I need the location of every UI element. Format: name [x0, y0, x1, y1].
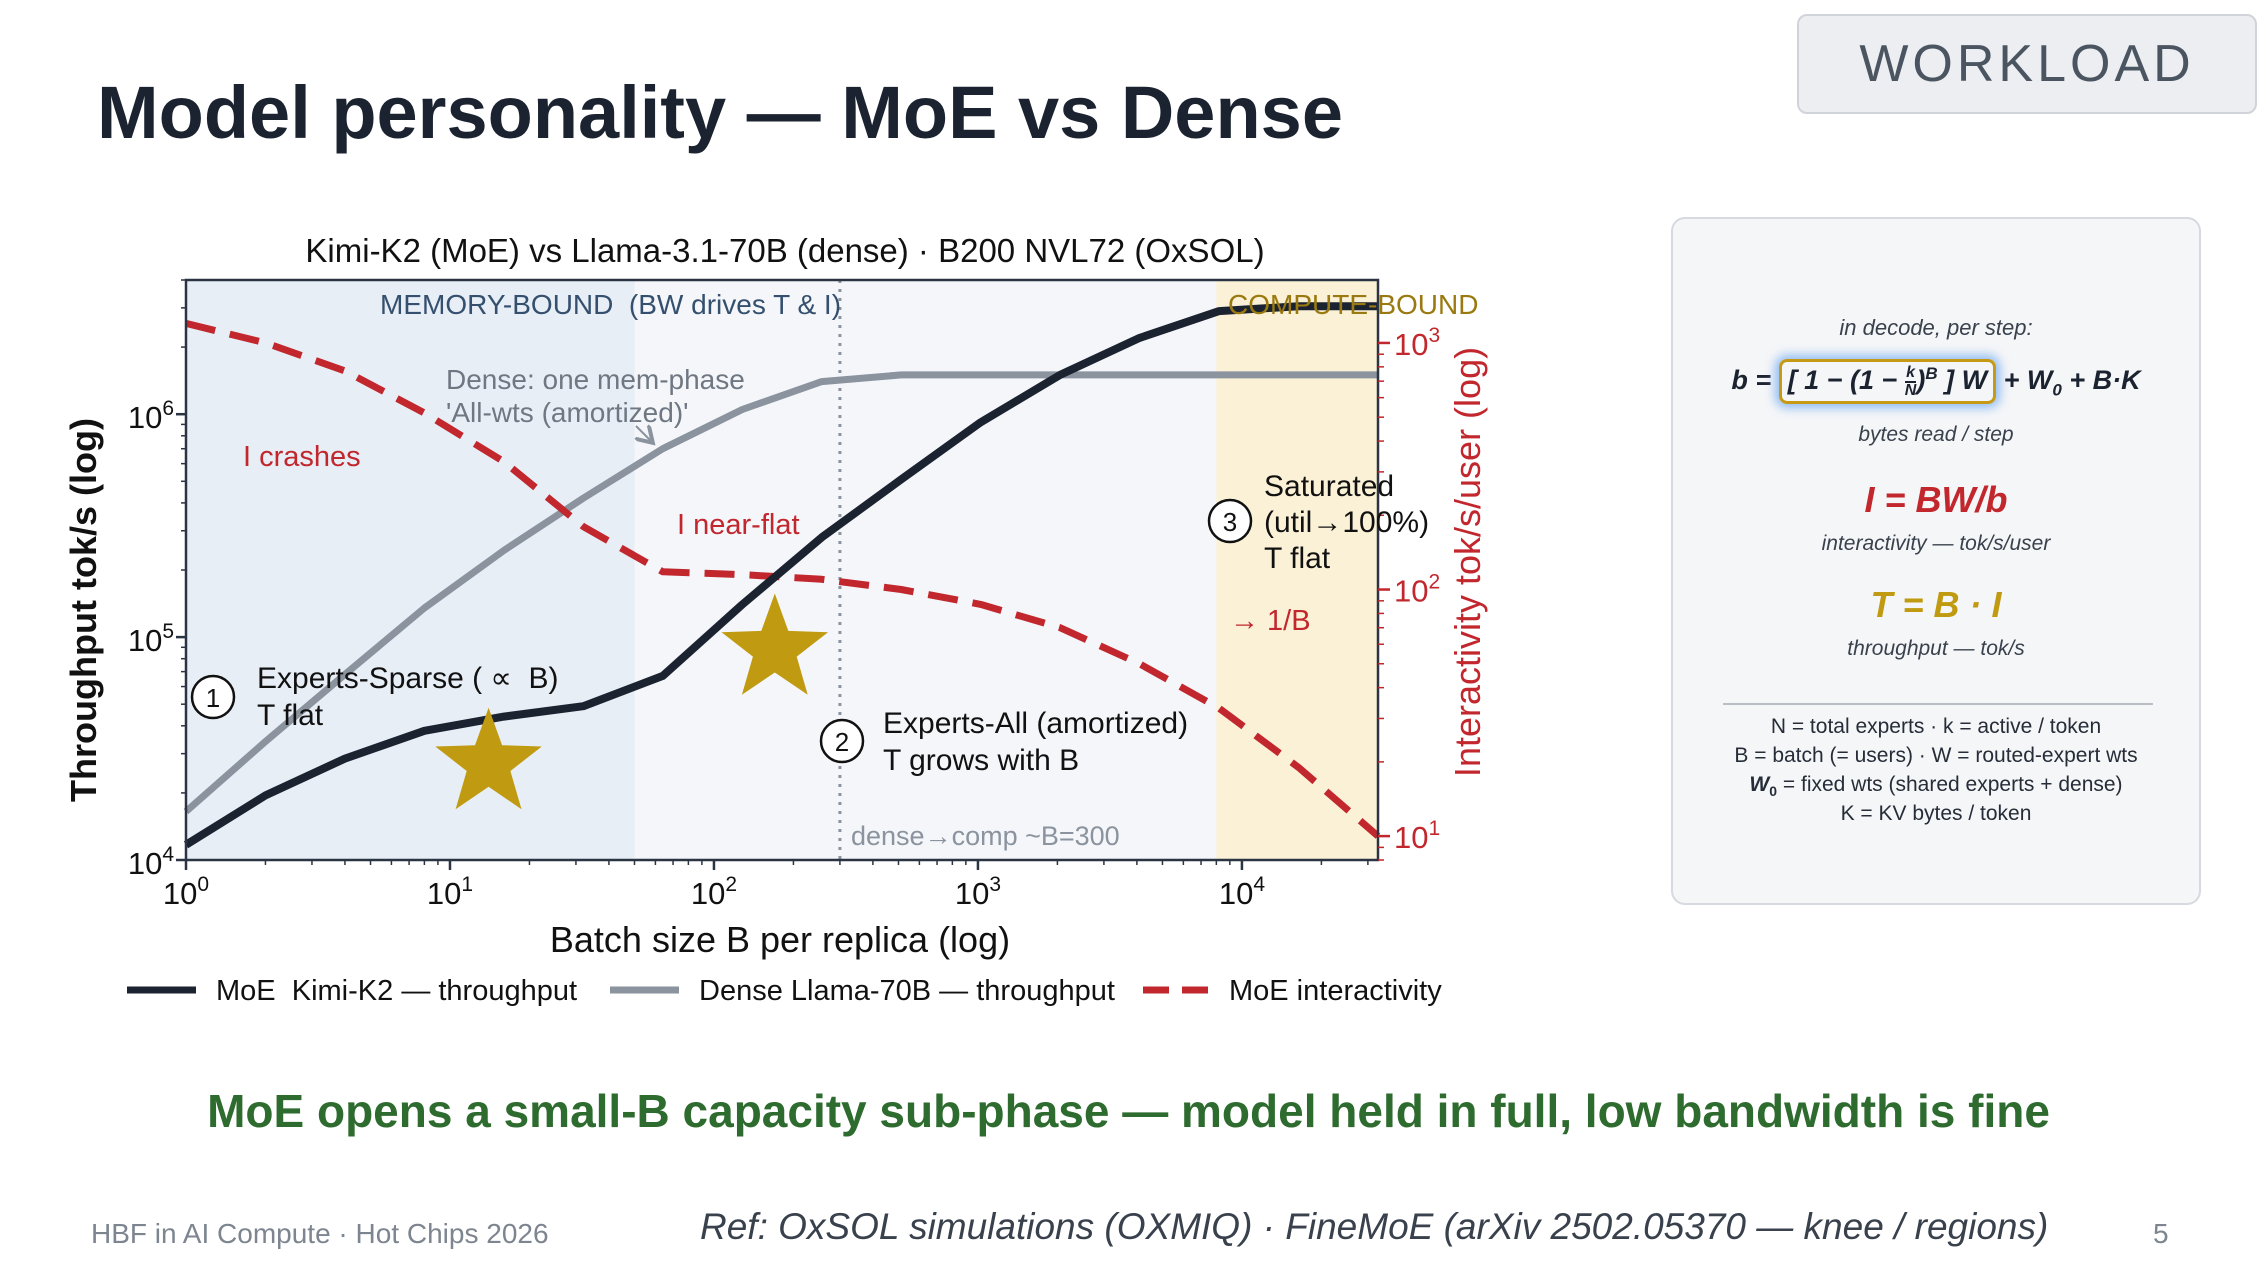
- saturated-line3: T flat: [1264, 542, 1331, 575]
- legend-label-dense: Dense Llama-70B — throughput: [699, 975, 1115, 1007]
- star-marker-2: [721, 593, 829, 695]
- dense-note-arrow: [636, 426, 650, 440]
- star-marker-1: [435, 707, 542, 810]
- dense-note-line2: 'All-wts (amortized)': [446, 397, 689, 428]
- one-over-b-label: → 1/B: [1230, 605, 1311, 637]
- marker-3: 3: [1207, 498, 1253, 544]
- saturated-line1: Saturated: [1264, 470, 1394, 503]
- i-crashes-label: I crashes: [243, 441, 361, 473]
- marker-1-number: 1: [206, 683, 220, 713]
- bytes-formula: b = [ 1 − (1 − k N)B ] W + W0 + B·K: [1673, 359, 2199, 404]
- formula-card: in decode, per step: b = [ 1 − (1 − k N)B…: [1671, 217, 2201, 905]
- definition-fixed-weights: W0 = fixed wts (shared experts + dense): [1749, 773, 2123, 800]
- workload-tag: WORKLOAD: [1797, 14, 2257, 114]
- x-tick-label: 101: [427, 873, 473, 911]
- memory-bound-region: [186, 280, 635, 860]
- y2-tick-label: 101: [1394, 817, 1440, 855]
- legend: MoE Kimi-K2 — throughput Dense Llama-70B…: [127, 975, 1442, 1007]
- chart: 100 101 102 103 104 104 105 106 101 102 103 Kimi-K…: [63, 232, 1488, 1007]
- dense-throughput-line: [183, 371, 1378, 815]
- dense-note-line1: Dense: one mem-phase: [446, 364, 745, 395]
- chart-title: Kimi-K2 (MoE) vs Llama-3.1-70B (dense) ·…: [305, 232, 1264, 269]
- y2-tick-label: 103: [1394, 324, 1440, 362]
- interactivity-formula: I = BW/b: [1864, 479, 2008, 520]
- x-tick-label: 103: [955, 873, 1001, 911]
- i-near-flat-label: I near-flat: [677, 509, 800, 541]
- experts-sparse-line1: Experts-Sparse ( ∝ B): [257, 662, 559, 695]
- legend-label-moe: MoE Kimi-K2 — throughput: [216, 975, 577, 1007]
- formula-caption-interactivity: interactivity — tok/s/user: [1821, 532, 2051, 555]
- x-tick-label: 104: [1219, 873, 1265, 911]
- routed-weights-term: [ 1 − (1 − k N)B ] W: [1778, 359, 1997, 404]
- x-tick-label: 100: [163, 873, 209, 911]
- definition-experts: N = total experts · k = active / token: [1770, 715, 2102, 738]
- formula-caption-throughput: throughput — tok/s: [1847, 637, 2025, 660]
- y-tick-label: 104: [128, 843, 174, 881]
- experts-all-line1: Experts-All (amortized): [883, 707, 1188, 740]
- legend-label-interactivity: MoE interactivity: [1229, 975, 1442, 1007]
- formula-divider: [1723, 703, 2153, 705]
- definition-kv: K = KV bytes / token: [1840, 802, 2032, 825]
- bytes-formula-lhs: b =: [1731, 365, 1779, 395]
- x-axis-label: Batch size B per replica (log): [550, 919, 1010, 960]
- throughput-formula: T = B · I: [1870, 584, 2002, 625]
- y2-tick-label: 102: [1394, 571, 1440, 609]
- footer-reference: Ref: OxSOL simulations (OXMIQ) · FineMoE…: [700, 1206, 2049, 1247]
- y-tick-label: 106: [128, 397, 174, 435]
- marker-1: 1: [190, 674, 236, 720]
- y-axis-label: Throughput tok/s (log): [63, 418, 104, 802]
- takeaway: MoE opens a small-B capacity sub-phase —…: [207, 1085, 2050, 1137]
- marker-3-number: 3: [1223, 507, 1237, 537]
- memory-bound-label: MEMORY-BOUND (BW drives T & I): [380, 289, 841, 320]
- experts-sparse-line2: T flat: [257, 699, 324, 732]
- vline-label: dense→comp ~B=300: [851, 821, 1120, 851]
- page-number: 5: [2153, 1218, 2169, 1249]
- formula-caption-bytes: bytes read / step: [1858, 423, 2014, 446]
- y2-axis-label: Interactivity tok/s/user (log): [1447, 347, 1488, 777]
- compute-bound-label: COMPUTE-BOUND: [1228, 289, 1478, 320]
- marker-2: 2: [819, 718, 865, 764]
- x-tick-label: 102: [691, 873, 737, 911]
- y-tick-label: 105: [128, 620, 174, 658]
- experts-all-line2: T grows with B: [883, 744, 1079, 777]
- definition-batch: B = batch (= users) · W = routed-expert …: [1734, 744, 2138, 767]
- slide-title: Model personality — MoE vs Dense: [97, 71, 1343, 154]
- saturated-line2: (util→100%): [1264, 506, 1429, 539]
- marker-2-number: 2: [835, 727, 849, 757]
- formula-caption-top: in decode, per step:: [1839, 315, 2033, 340]
- moe-throughput-line: [183, 302, 1378, 849]
- footer-event: HBF in AI Compute · Hot Chips 2026: [91, 1218, 549, 1249]
